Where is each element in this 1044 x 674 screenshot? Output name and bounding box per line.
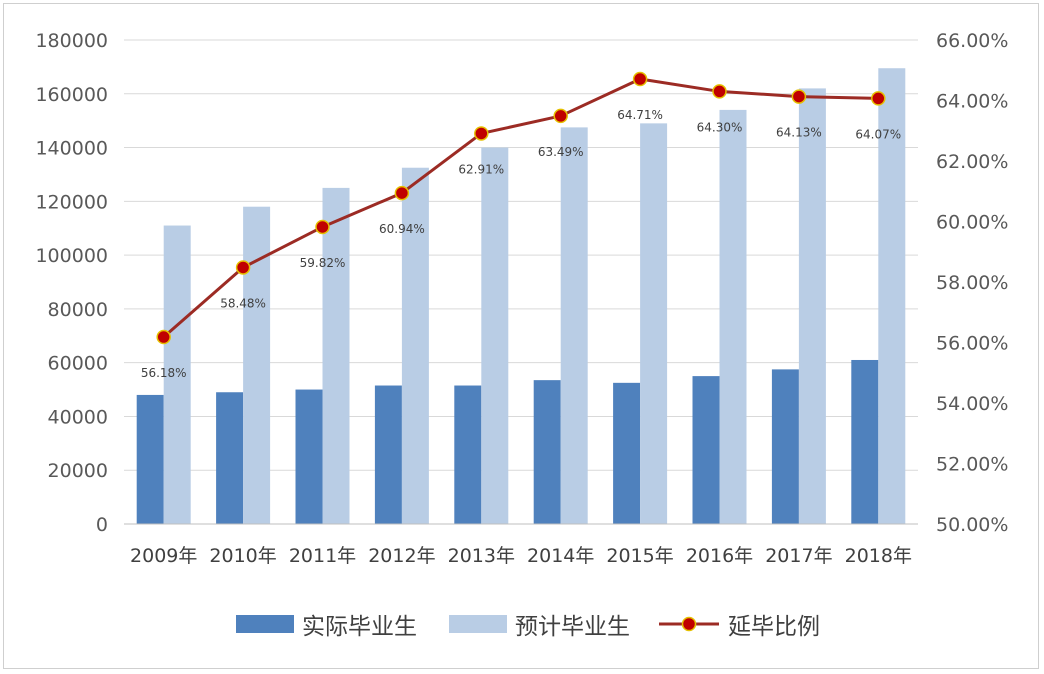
bar-actual-2013年 bbox=[454, 385, 482, 524]
ratio-data-label: 64.71% bbox=[617, 108, 663, 122]
bar-actual-2014年 bbox=[533, 380, 561, 524]
right-tick-label: 54.00% bbox=[936, 393, 1008, 415]
bar-expected-2009年 bbox=[163, 225, 191, 525]
ratio-marker-2018年 bbox=[871, 91, 886, 106]
ratio-marker-2011年 bbox=[315, 219, 330, 235]
ratio-marker-2014年 bbox=[553, 108, 568, 124]
right-axis-ticks: 50.00% 52.00% 54.00% 56.00% 58.00% 60.00% 62.0… bbox=[936, 30, 1008, 536]
bar-expected-2016年 bbox=[719, 109, 747, 525]
left-tick-label: 160000 bbox=[35, 84, 108, 106]
bar-expected-2013年 bbox=[481, 147, 509, 525]
x-tick-label: 2014年 bbox=[527, 545, 594, 567]
ratio-marker-2017年 bbox=[791, 89, 807, 104]
ratio-data-label: 63.49% bbox=[538, 145, 584, 159]
legend-swatch-ratio-marker bbox=[681, 616, 697, 632]
bar-actual-2017年 bbox=[771, 369, 799, 524]
ratio-line-group bbox=[156, 71, 886, 345]
ratio-data-label: 62.91% bbox=[458, 162, 504, 176]
bars-group bbox=[136, 68, 906, 525]
right-tick-label: 66.00% bbox=[936, 30, 1008, 52]
bar-expected-2014年 bbox=[560, 127, 588, 524]
left-tick-label: 180000 bbox=[35, 30, 108, 52]
x-tick-label: 2018年 bbox=[845, 545, 912, 567]
x-tick-label: 2012年 bbox=[368, 545, 435, 567]
x-tick-label: 2015年 bbox=[606, 545, 673, 567]
x-tick-label: 2017年 bbox=[765, 545, 832, 567]
data-labels-group: 56.18% 58.48% 59.82% 60.94% 62.91% 63.49% 64.7… bbox=[141, 108, 901, 380]
left-tick-label: 20000 bbox=[48, 460, 108, 482]
bar-expected-2018年 bbox=[878, 68, 906, 524]
ratio-marker-2013年 bbox=[474, 126, 489, 141]
ratio-marker-2016年 bbox=[712, 84, 727, 99]
legend: 实际毕业生 预计毕业生 延毕比例 bbox=[236, 614, 820, 640]
left-tick-label: 40000 bbox=[48, 406, 108, 428]
right-tick-label: 58.00% bbox=[936, 272, 1008, 294]
left-tick-label: 100000 bbox=[35, 245, 108, 267]
bar-expected-2017年 bbox=[798, 88, 826, 525]
bar-actual-2010年 bbox=[216, 392, 244, 524]
ratio-marker-2010年 bbox=[235, 260, 251, 275]
right-tick-label: 56.00% bbox=[936, 333, 1008, 355]
legend-swatch-expected bbox=[449, 615, 507, 633]
right-tick-label: 60.00% bbox=[936, 212, 1008, 234]
ratio-marker-2012年 bbox=[394, 185, 410, 201]
left-tick-label: 120000 bbox=[35, 191, 108, 213]
left-tick-label: 80000 bbox=[48, 299, 108, 321]
right-tick-label: 52.00% bbox=[936, 454, 1008, 476]
x-axis-ticks: 2009年 2010年 2011年 2012年 2013年 2014年 2015年 2016年… bbox=[130, 545, 912, 567]
legend-label-expected: 预计毕业生 bbox=[515, 614, 630, 640]
left-tick-label: 0 bbox=[96, 514, 108, 536]
left-axis-ticks: 0 20000 40000 60000 80000 100000 120000 140000 1… bbox=[35, 30, 108, 536]
x-tick-label: 2016年 bbox=[686, 545, 753, 567]
bar-actual-2009年 bbox=[136, 394, 164, 524]
bar-actual-2012年 bbox=[374, 385, 402, 524]
x-tick-label: 2011年 bbox=[289, 545, 356, 567]
ratio-data-label: 58.48% bbox=[220, 296, 266, 310]
bar-actual-2011年 bbox=[295, 389, 323, 524]
x-tick-label: 2009年 bbox=[130, 545, 197, 567]
bar-expected-2011年 bbox=[322, 187, 350, 524]
ratio-line bbox=[162, 77, 879, 339]
left-tick-label: 60000 bbox=[48, 353, 108, 375]
ratio-data-label: 64.07% bbox=[855, 127, 901, 141]
chart-svg: 56.18% 58.48% 59.82% 60.94% 62.91% 63.49% 64.7… bbox=[35, 30, 1008, 640]
x-tick-label: 2013年 bbox=[448, 545, 515, 567]
right-tick-label: 50.00% bbox=[936, 514, 1008, 536]
bar-actual-2018年 bbox=[851, 359, 879, 524]
bar-actual-2015年 bbox=[613, 382, 641, 524]
legend-label-actual: 实际毕业生 bbox=[302, 614, 417, 640]
ratio-data-label: 60.94% bbox=[379, 222, 425, 236]
ratio-data-label: 56.18% bbox=[141, 366, 187, 380]
left-tick-label: 140000 bbox=[35, 138, 108, 160]
chart-frame: 56.18% 58.48% 59.82% 60.94% 62.91% 63.49% 64.7… bbox=[3, 3, 1039, 669]
ratio-data-label: 59.82% bbox=[300, 256, 346, 270]
bar-actual-2016年 bbox=[692, 376, 720, 524]
ratio-data-label: 64.30% bbox=[697, 120, 743, 134]
ratio-marker-2009年 bbox=[156, 329, 171, 345]
legend-swatch-actual bbox=[236, 615, 294, 633]
right-tick-label: 64.00% bbox=[936, 91, 1008, 113]
bar-expected-2015年 bbox=[640, 123, 668, 524]
x-tick-label: 2010年 bbox=[209, 545, 276, 567]
ratio-data-label: 64.13% bbox=[776, 126, 822, 140]
ratio-marker-2015年 bbox=[632, 71, 648, 87]
bar-expected-2012年 bbox=[401, 167, 429, 524]
legend-label-ratio: 延毕比例 bbox=[728, 614, 820, 640]
right-tick-label: 62.00% bbox=[936, 151, 1008, 173]
